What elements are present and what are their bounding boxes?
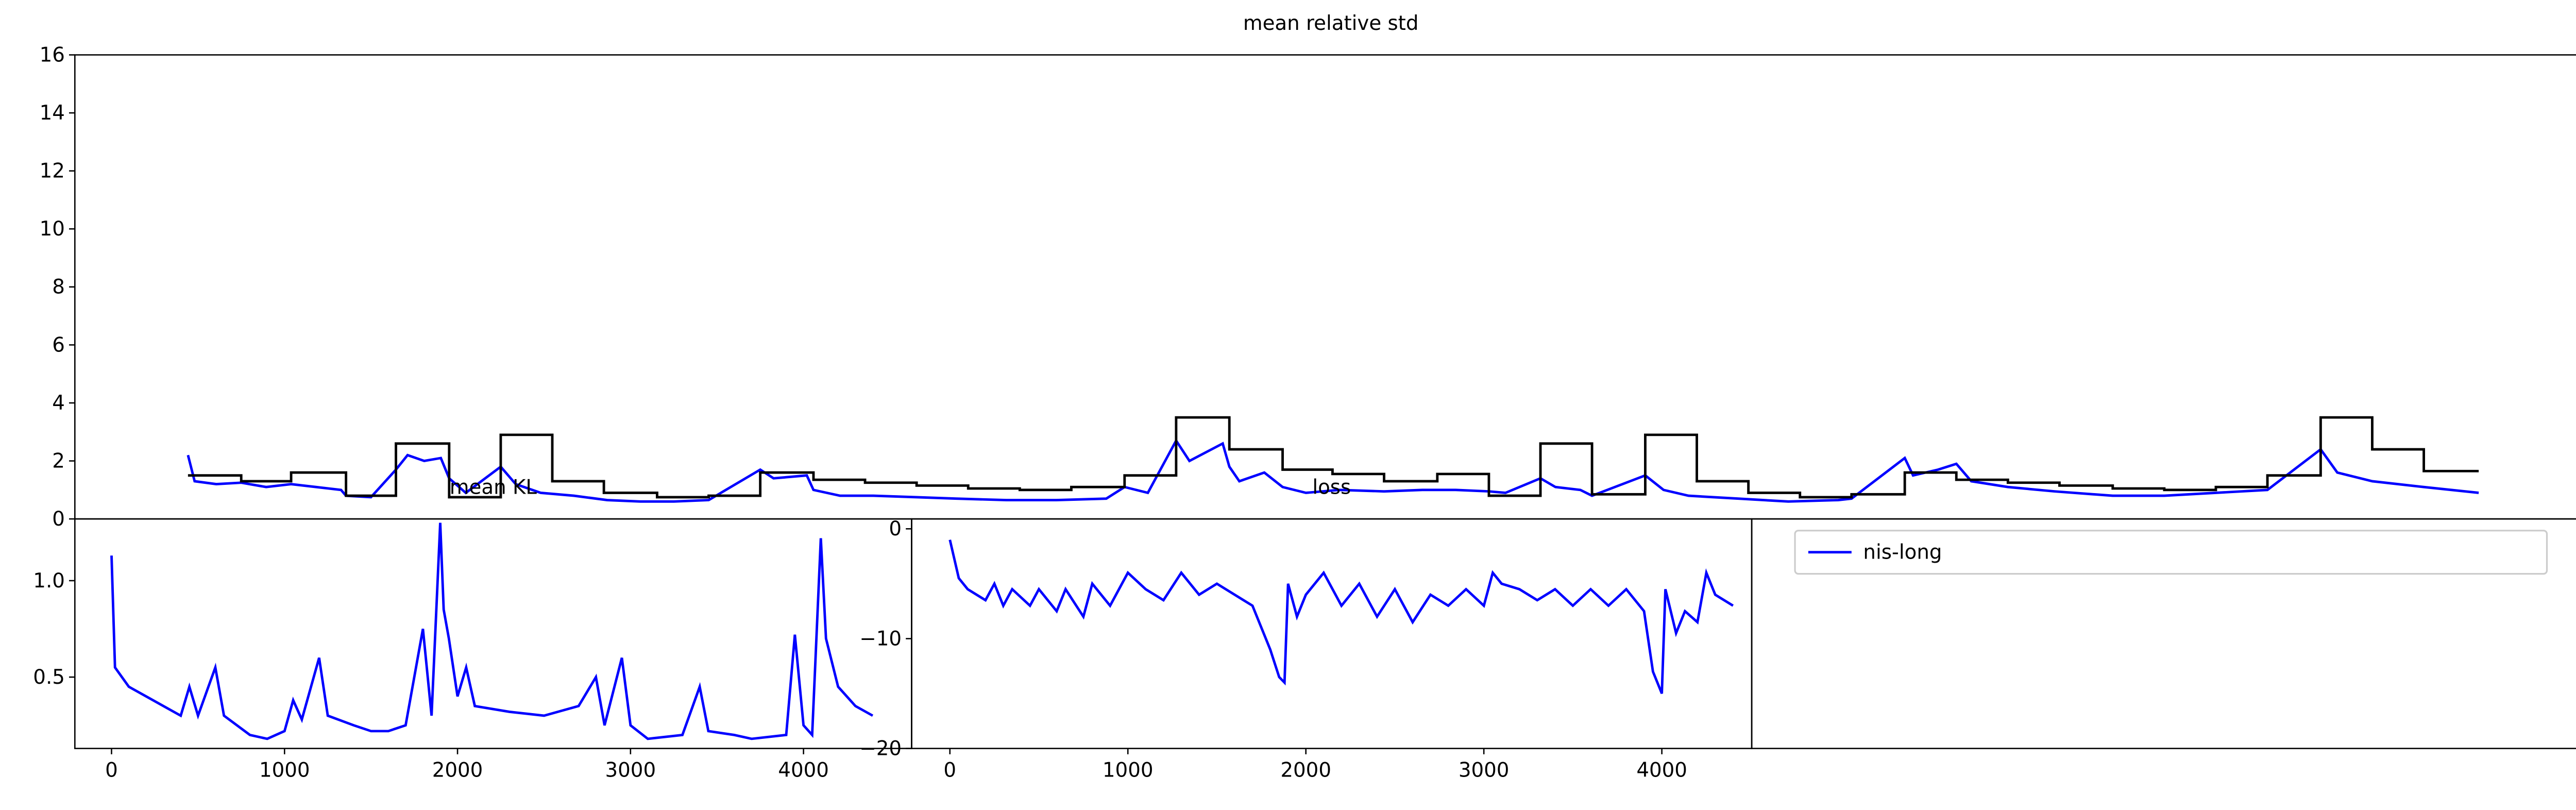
y-tick-label: 14 (40, 102, 65, 125)
y-tick-label: 1.0 (33, 569, 65, 593)
y-tick-label: 16 (40, 43, 65, 66)
x-tick-label: 1000 (259, 758, 310, 782)
axes-title: mean relative std (1243, 12, 1419, 35)
legend-label: nis-long (1863, 541, 1942, 564)
x-tick-label: 4000 (778, 758, 829, 782)
y-tick-label: 6 (52, 333, 65, 357)
axes-frame (1751, 518, 2576, 749)
x-tick-label: 3000 (605, 758, 656, 782)
y-tick-label: 2 (52, 449, 65, 472)
y-tick-label: 0.5 (33, 666, 65, 689)
y-tick-label: 12 (40, 160, 65, 183)
x-tick-label: 1000 (1103, 758, 1154, 782)
axes-title: mean KL (450, 476, 537, 499)
y-tick-label: 0 (52, 508, 65, 531)
x-tick-label: 4000 (1636, 758, 1687, 782)
axes-frame (74, 518, 912, 749)
series-line (948, 539, 1734, 694)
x-tick-label: 2000 (432, 758, 483, 782)
series-line (187, 438, 2479, 503)
x-tick-label: 2000 (1280, 758, 1331, 782)
x-tick-label: 3000 (1459, 758, 1510, 782)
series-line (110, 522, 874, 740)
x-tick-label: 0 (943, 758, 956, 782)
axes-title: loss (1312, 476, 1351, 499)
y-tick-label: 0 (889, 517, 902, 541)
y-tick-label: −10 (859, 627, 902, 650)
series-line (188, 416, 2479, 499)
legend-box (1794, 530, 2548, 575)
y-tick-label: 10 (40, 217, 65, 241)
y-tick-label: 8 (52, 276, 65, 299)
y-tick-label: −20 (859, 737, 902, 760)
x-tick-label: 0 (105, 758, 118, 782)
axes-frame (911, 518, 1753, 749)
y-tick-label: 4 (52, 392, 65, 415)
